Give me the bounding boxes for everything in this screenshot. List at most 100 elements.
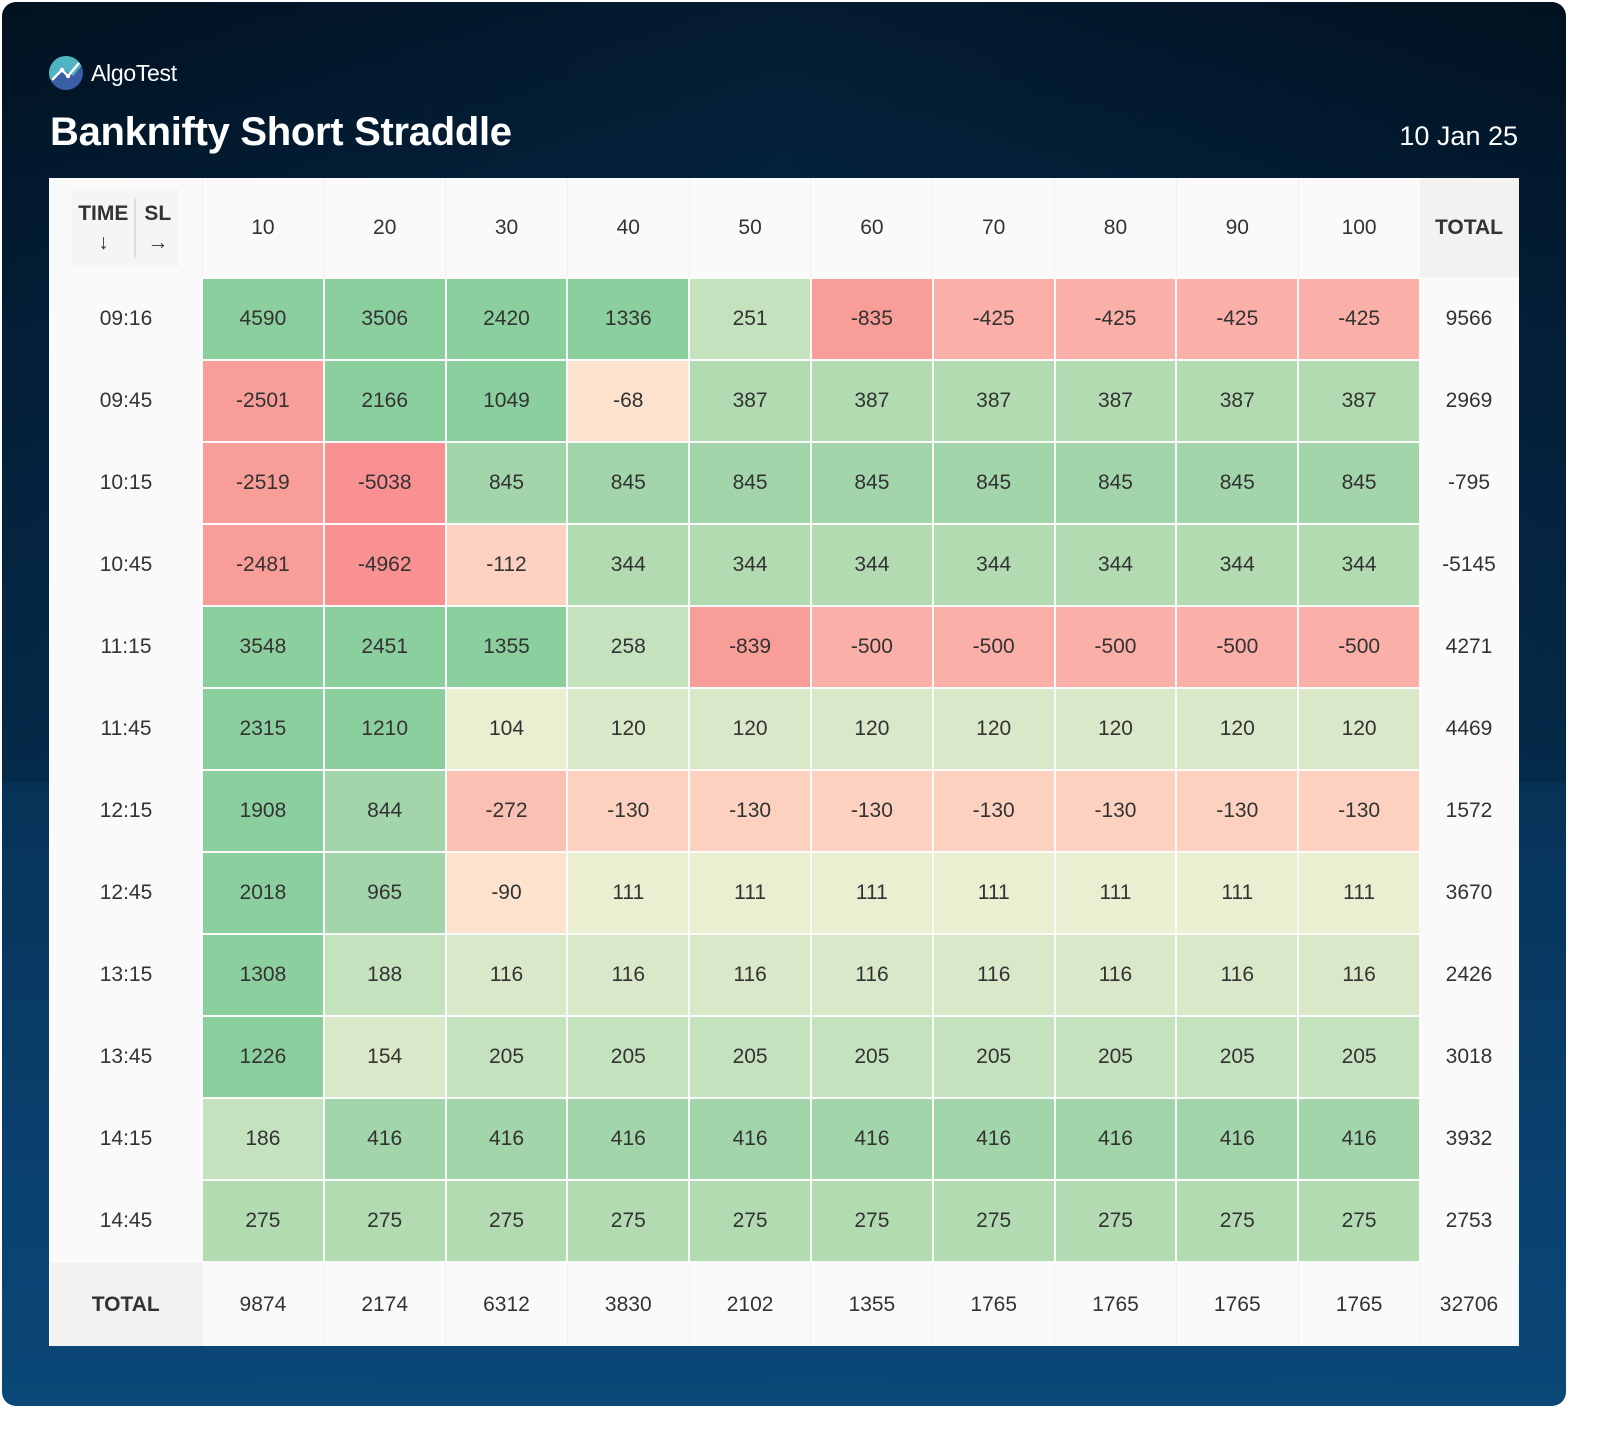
heatmap-cell: 205 [809, 1015, 934, 1099]
row-total: 3932 [1419, 1097, 1519, 1181]
heatmap-cell: 1355 [444, 605, 569, 689]
heatmap-cell: 120 [1175, 687, 1300, 771]
totals-row: TOTAL 9874 2174 6312 3830 2102 1355 1765 1765 17… [50, 1262, 1519, 1346]
heatmap-cell: 111 [1175, 851, 1300, 935]
heatmap-cell: 845 [931, 441, 1056, 525]
heatmap-cell: 104 [444, 687, 569, 771]
row-time-label: 13:45 [49, 1015, 203, 1099]
heatmap-cell: 205 [1175, 1015, 1300, 1099]
heatmap-cell: 275 [1053, 1179, 1178, 1263]
heatmap-cell: 275 [809, 1179, 934, 1263]
report-card: AlgoTest Banknifty Short Straddle 10 Jan… [2, 2, 1566, 1406]
table-row: 11:15 3548 2451 1355 258 -839 -500 -500 -500 -500… [49, 605, 1519, 689]
grand-total: 32706 [1420, 1262, 1519, 1346]
heatmap-cell: 120 [566, 687, 691, 771]
heatmap-cell: 344 [809, 523, 934, 607]
heatmap-cell: 205 [688, 1015, 812, 1099]
row-time-label: 09:45 [49, 359, 203, 443]
row-time-label: 12:15 [49, 769, 203, 853]
table-row: 09:45 -2501 2166 1049 -68 387 387 387 387 387 387 2… [49, 359, 1519, 443]
heatmap-cell: 3506 [322, 277, 447, 361]
heatmap-cell: 3548 [201, 605, 325, 689]
heatmap-cell: 205 [931, 1015, 1056, 1099]
column-header-sl-10: 10 [202, 178, 325, 278]
heatmap-cell: -839 [688, 605, 812, 689]
heatmap-cell: 1049 [444, 359, 569, 443]
heatmap-cell: 116 [1053, 933, 1178, 1017]
row-total: -5145 [1419, 523, 1519, 607]
heatmap-cell: -130 [688, 769, 812, 853]
column-header-total: TOTAL [1420, 178, 1519, 278]
heatmap-cell: -130 [1053, 769, 1178, 853]
heatmap-cell: -4962 [322, 523, 447, 607]
heatmap-cell: 275 [1297, 1179, 1421, 1263]
heatmap-cell: 116 [1175, 933, 1300, 1017]
column-header-sl-40: 40 [567, 178, 690, 278]
heatmap-cell: 205 [444, 1015, 569, 1099]
column-header-sl-20: 20 [323, 178, 447, 278]
heatmap-cell: 344 [688, 523, 812, 607]
table-row: 14:45 275 275 275 275 275 275 275 275 275 275 2753 [49, 1179, 1519, 1263]
heatmap-cell: -425 [1175, 277, 1300, 361]
heatmap-cell: 416 [1175, 1097, 1300, 1181]
heatmap-cell: 111 [809, 851, 934, 935]
heatmap-cell: 111 [566, 851, 691, 935]
heatmap-cell: 1226 [201, 1015, 325, 1099]
heatmap-cell: 845 [444, 441, 569, 525]
table-row: 10:15 -2519 -5038 845 845 845 845 845 845 845 845-… [49, 441, 1519, 525]
column-header-sl-90: 90 [1176, 178, 1299, 278]
heatmap-cell: 205 [566, 1015, 691, 1099]
corner-header: TIME SL ↓ → [50, 178, 203, 278]
row-total: 2426 [1419, 933, 1519, 1017]
column-total: 1765 [932, 1262, 1056, 1346]
heatmap-cell: 387 [1053, 359, 1178, 443]
heatmap-cell: 344 [1175, 523, 1300, 607]
column-header-sl-50: 50 [689, 178, 812, 278]
row-total: 3670 [1419, 851, 1519, 935]
column-header-sl-100: 100 [1298, 178, 1421, 278]
heatmap-cell: -425 [1297, 277, 1421, 361]
row-time-label: 11:45 [49, 687, 203, 771]
column-header-sl-80: 80 [1054, 178, 1177, 278]
heatmap-cell: 416 [1053, 1097, 1178, 1181]
row-time-label: 10:15 [49, 441, 203, 525]
heatmap-cell: -2501 [201, 359, 325, 443]
heatmap-cell: 111 [688, 851, 812, 935]
sl-axis-label: SL [144, 201, 172, 225]
column-total: 3830 [567, 1262, 690, 1346]
row-total: 3018 [1419, 1015, 1519, 1099]
heatmap-cell: 2451 [322, 605, 447, 689]
heatmap-cell: 416 [322, 1097, 447, 1181]
table-row: 10:45 -2481 -4962 -112 344 344 344 344 344 344 344… [49, 523, 1519, 607]
heatmap-cell: -500 [1297, 605, 1421, 689]
heatmap-cell: 344 [1297, 523, 1421, 607]
table-row: 11:45 2315 1210 104 120 120 120 120 120 120 120 446… [49, 687, 1519, 771]
heatmap-cell: 2018 [201, 851, 325, 935]
heatmap-cell: 2420 [444, 277, 569, 361]
table-row: 12:45 2018 965 -90 111 111 111 111 111 111 111 3670 [49, 851, 1519, 935]
heatmap-cell: 111 [1053, 851, 1178, 935]
heatmap-cell: -425 [1053, 277, 1178, 361]
row-time-label: 13:15 [49, 933, 203, 1017]
heatmap-cell: 845 [688, 441, 812, 525]
heatmap-cell: 344 [931, 523, 1056, 607]
column-total: 1765 [1176, 1262, 1299, 1346]
heatmap-cell: 845 [1175, 441, 1300, 525]
heatmap-cell: 120 [1053, 687, 1178, 771]
heatmap-cell: 111 [1297, 851, 1421, 935]
heatmap-cell: 205 [1053, 1015, 1178, 1099]
heatmap-cell: 344 [566, 523, 691, 607]
brand: AlgoTest [49, 56, 177, 90]
heatmap-cell: 116 [809, 933, 934, 1017]
row-total: 2969 [1419, 359, 1519, 443]
column-total: 1765 [1054, 1262, 1177, 1346]
heatmap-cell: 416 [444, 1097, 569, 1181]
column-header-sl-60: 60 [810, 178, 934, 278]
heatmap-cell: 416 [1297, 1097, 1421, 1181]
time-axis-label: TIME [76, 198, 137, 228]
heatmap-cell: -2519 [201, 441, 325, 525]
heatmap-cell: 845 [1053, 441, 1178, 525]
arrow-down-icon: ↓ [76, 227, 137, 257]
heatmap-cell: 275 [931, 1179, 1056, 1263]
heatmap-cell: 387 [1175, 359, 1300, 443]
